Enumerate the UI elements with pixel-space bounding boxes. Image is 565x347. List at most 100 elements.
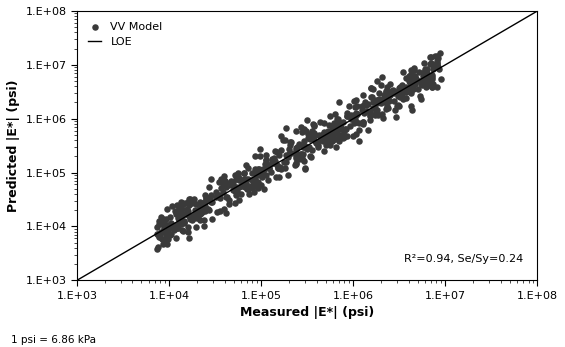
VV Model xyxy=(204,196,213,202)
VV Model xyxy=(237,191,246,196)
VV Model xyxy=(248,181,257,187)
VV Model xyxy=(231,172,240,178)
VV Model xyxy=(280,159,289,164)
VV Model xyxy=(389,90,398,96)
VV Model xyxy=(219,181,228,187)
VV Model xyxy=(155,234,164,239)
VV Model xyxy=(319,129,328,135)
VV Model xyxy=(431,53,440,58)
VV Model xyxy=(397,82,406,87)
VV Model xyxy=(192,215,201,221)
VV Model xyxy=(373,112,383,118)
VV Model xyxy=(394,86,403,91)
VV Model xyxy=(184,224,193,230)
VV Model xyxy=(276,164,285,170)
VV Model xyxy=(353,111,362,117)
VV Model xyxy=(228,187,237,193)
VV Model xyxy=(156,214,165,220)
VV Model xyxy=(409,81,418,86)
VV Model xyxy=(273,166,282,171)
VV Model xyxy=(351,104,360,109)
VV Model xyxy=(194,213,203,219)
VV Model xyxy=(332,125,341,130)
VV Model xyxy=(194,207,203,212)
VV Model xyxy=(406,76,415,82)
VV Model xyxy=(191,225,200,230)
VV Model xyxy=(244,165,253,171)
VV Model xyxy=(318,138,327,144)
VV Model xyxy=(419,81,428,86)
VV Model xyxy=(308,131,318,136)
VV Model xyxy=(172,226,181,231)
VV Model xyxy=(367,85,376,91)
VV Model xyxy=(242,176,251,182)
VV Model xyxy=(268,160,277,166)
VV Model xyxy=(378,115,387,121)
VV Model xyxy=(305,137,314,142)
VV Model xyxy=(396,92,405,97)
VV Model xyxy=(173,222,182,228)
VV Model xyxy=(180,220,189,226)
VV Model xyxy=(382,103,391,109)
VV Model xyxy=(377,111,386,116)
VV Model xyxy=(359,102,368,107)
VV Model xyxy=(173,226,182,231)
VV Model xyxy=(197,210,206,216)
VV Model xyxy=(313,144,322,150)
VV Model xyxy=(404,88,413,94)
VV Model xyxy=(333,136,342,142)
VV Model xyxy=(200,208,209,214)
VV Model xyxy=(325,113,334,119)
VV Model xyxy=(302,128,311,134)
VV Model xyxy=(384,99,393,104)
VV Model xyxy=(340,126,349,132)
VV Model xyxy=(420,74,429,79)
VV Model xyxy=(351,119,360,125)
VV Model xyxy=(192,201,201,207)
VV Model xyxy=(177,212,186,218)
VV Model xyxy=(339,128,348,134)
VV Model xyxy=(177,227,186,232)
VV Model xyxy=(167,222,176,228)
VV Model xyxy=(392,104,401,109)
VV Model xyxy=(368,99,377,105)
VV Model xyxy=(304,135,313,141)
VV Model xyxy=(221,184,231,190)
VV Model xyxy=(285,151,294,157)
VV Model xyxy=(306,134,315,139)
VV Model xyxy=(399,90,408,95)
VV Model xyxy=(331,120,340,125)
VV Model xyxy=(242,184,251,189)
VV Model xyxy=(292,153,301,159)
VV Model xyxy=(183,199,192,205)
VV Model xyxy=(381,88,390,94)
VV Model xyxy=(332,127,341,132)
VV Model xyxy=(299,144,308,150)
VV Model xyxy=(231,184,240,189)
VV Model xyxy=(241,184,250,189)
VV Model xyxy=(435,51,444,56)
VV Model xyxy=(428,85,437,90)
VV Model xyxy=(281,153,290,158)
VV Model xyxy=(432,53,441,59)
VV Model xyxy=(216,208,225,213)
VV Model xyxy=(327,129,336,135)
VV Model xyxy=(355,128,364,133)
VV Model xyxy=(234,185,244,190)
VV Model xyxy=(386,89,396,95)
VV Model xyxy=(241,162,250,167)
VV Model xyxy=(405,73,414,79)
VV Model xyxy=(380,100,389,105)
VV Model xyxy=(240,170,249,176)
VV Model xyxy=(228,179,237,185)
VV Model xyxy=(175,205,184,211)
VV Model xyxy=(331,125,340,130)
VV Model xyxy=(383,91,392,97)
VV Model xyxy=(177,221,186,227)
VV Model xyxy=(426,78,435,83)
VV Model xyxy=(185,236,194,241)
VV Model xyxy=(199,223,208,229)
VV Model xyxy=(319,120,328,126)
VV Model xyxy=(425,61,434,67)
VV Model xyxy=(283,155,292,160)
